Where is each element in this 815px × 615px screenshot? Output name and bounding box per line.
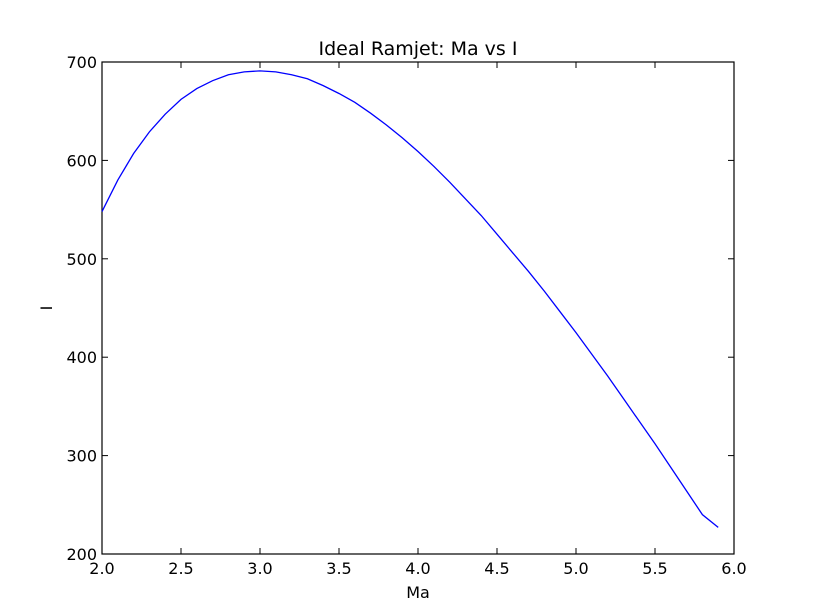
series-line <box>101 70 719 528</box>
chart-title: Ideal Ramjet: Ma vs I <box>319 38 518 60</box>
x-tick-label: 3.5 <box>326 559 351 578</box>
x-tick-label: 4.0 <box>405 559 430 578</box>
y-tick-label: 300 <box>66 447 97 466</box>
x-tick-label: 2.5 <box>168 559 193 578</box>
y-tick-label: 600 <box>66 151 97 170</box>
x-tick-label: 4.5 <box>484 559 509 578</box>
x-tick-label: 2.0 <box>89 559 114 578</box>
x-tick-label: 6.0 <box>721 559 746 578</box>
x-tick-label: 3.0 <box>247 559 272 578</box>
y-tick-labels: 200 300 400 500 600 700 <box>66 53 97 564</box>
x-axis-label: Ma <box>406 583 430 602</box>
y-tick-label: 700 <box>66 53 97 72</box>
y-tick-label: 400 <box>66 348 97 367</box>
plot-area <box>101 61 735 555</box>
axis-ticks <box>101 61 735 555</box>
series-layer <box>101 70 719 528</box>
x-tick-label: 5.0 <box>563 559 588 578</box>
x-tick-labels: 2.0 2.5 3.0 3.5 4.0 4.5 5.0 5.5 6.0 <box>89 559 746 578</box>
y-axis-label: I <box>37 306 56 311</box>
y-tick-label: 200 <box>66 545 97 564</box>
x-tick-label: 5.5 <box>642 559 667 578</box>
y-tick-label: 500 <box>66 250 97 269</box>
